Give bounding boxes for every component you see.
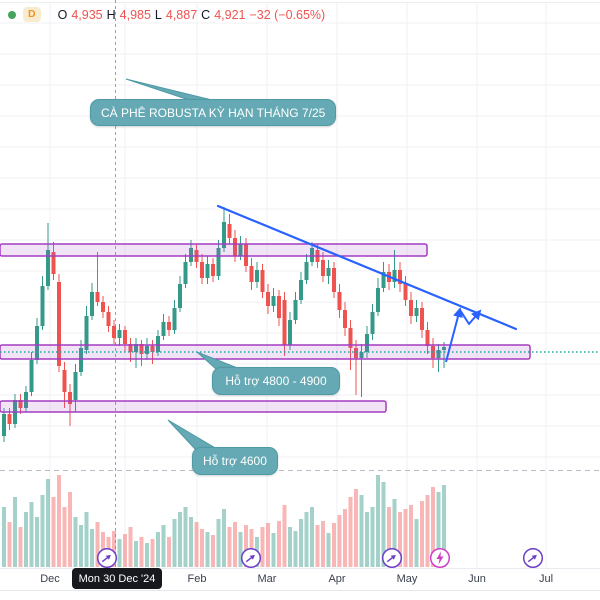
support-4800-4900-text: Hỗ trợ 4800 - 4900 bbox=[225, 374, 327, 388]
flash-icon[interactable] bbox=[429, 547, 451, 569]
ohlc-values: O 4,935 H 4,985 L 4,887 C 4,921 −32 (−0.65%) bbox=[58, 8, 326, 22]
series-status-dot bbox=[8, 10, 16, 19]
close-value: 4,921 bbox=[214, 7, 246, 22]
resistance-band-upper[interactable] bbox=[0, 243, 428, 257]
support-4600-text: Hỗ trợ 4600 bbox=[203, 454, 267, 468]
interval-badge[interactable]: D bbox=[23, 7, 41, 22]
low-value: 4,887 bbox=[165, 7, 198, 22]
breakout-arrow[interactable] bbox=[445, 307, 463, 363]
low-label: L bbox=[154, 7, 162, 22]
contract-rollover-icon[interactable] bbox=[96, 547, 118, 569]
symbol-callout-tail bbox=[125, 78, 217, 102]
high-value: 4,985 bbox=[119, 7, 151, 22]
top-border bbox=[0, 2, 600, 3]
axis-label-feb: Feb bbox=[187, 573, 207, 585]
support-4800-4900-callout[interactable]: Hỗ trợ 4800 - 4900 bbox=[212, 367, 340, 395]
open-label: O bbox=[57, 7, 68, 22]
support-band-4600[interactable] bbox=[0, 400, 387, 413]
support-4600-callout[interactable]: Hỗ trợ 4600 bbox=[192, 447, 278, 475]
contract-rollover-icon[interactable] bbox=[240, 547, 262, 569]
symbol-callout[interactable]: CÀ PHÊ ROBUSTA KỲ HẠN THÁNG 7/25 bbox=[90, 99, 337, 126]
volume-bars bbox=[2, 475, 446, 567]
crosshair-date-tooltip: Mon 30 Dec '24 bbox=[72, 568, 162, 589]
axis-label-mar: Mar bbox=[257, 573, 277, 585]
change-value: −32 (−0.65%) bbox=[249, 7, 326, 22]
high-label: H bbox=[106, 7, 116, 22]
symbol-callout-text: CÀ PHÊ ROBUSTA KỲ HẠN THÁNG 7/25 bbox=[101, 105, 326, 120]
axis-label-may: May bbox=[396, 573, 418, 585]
contract-rollover-icon[interactable] bbox=[381, 547, 403, 569]
candles bbox=[2, 207, 446, 442]
axis-label-apr: Apr bbox=[328, 573, 346, 585]
axis-label-dec: Dec bbox=[40, 573, 60, 585]
breakout-arrow[interactable] bbox=[459, 309, 482, 325]
ohlc-legend: D O 4,935 H 4,985 L 4,887 C 4,921 −32 (−0.65… bbox=[8, 7, 325, 22]
axis-label-jul: Jul bbox=[538, 573, 554, 585]
trendline[interactable] bbox=[216, 204, 518, 331]
close-label: C bbox=[201, 7, 211, 22]
support-4600-callout-tail bbox=[167, 419, 219, 450]
contract-rollover-icon[interactable] bbox=[522, 547, 544, 569]
open-value: 4,935 bbox=[71, 7, 103, 22]
axis-label-jun: Jun bbox=[468, 573, 486, 585]
